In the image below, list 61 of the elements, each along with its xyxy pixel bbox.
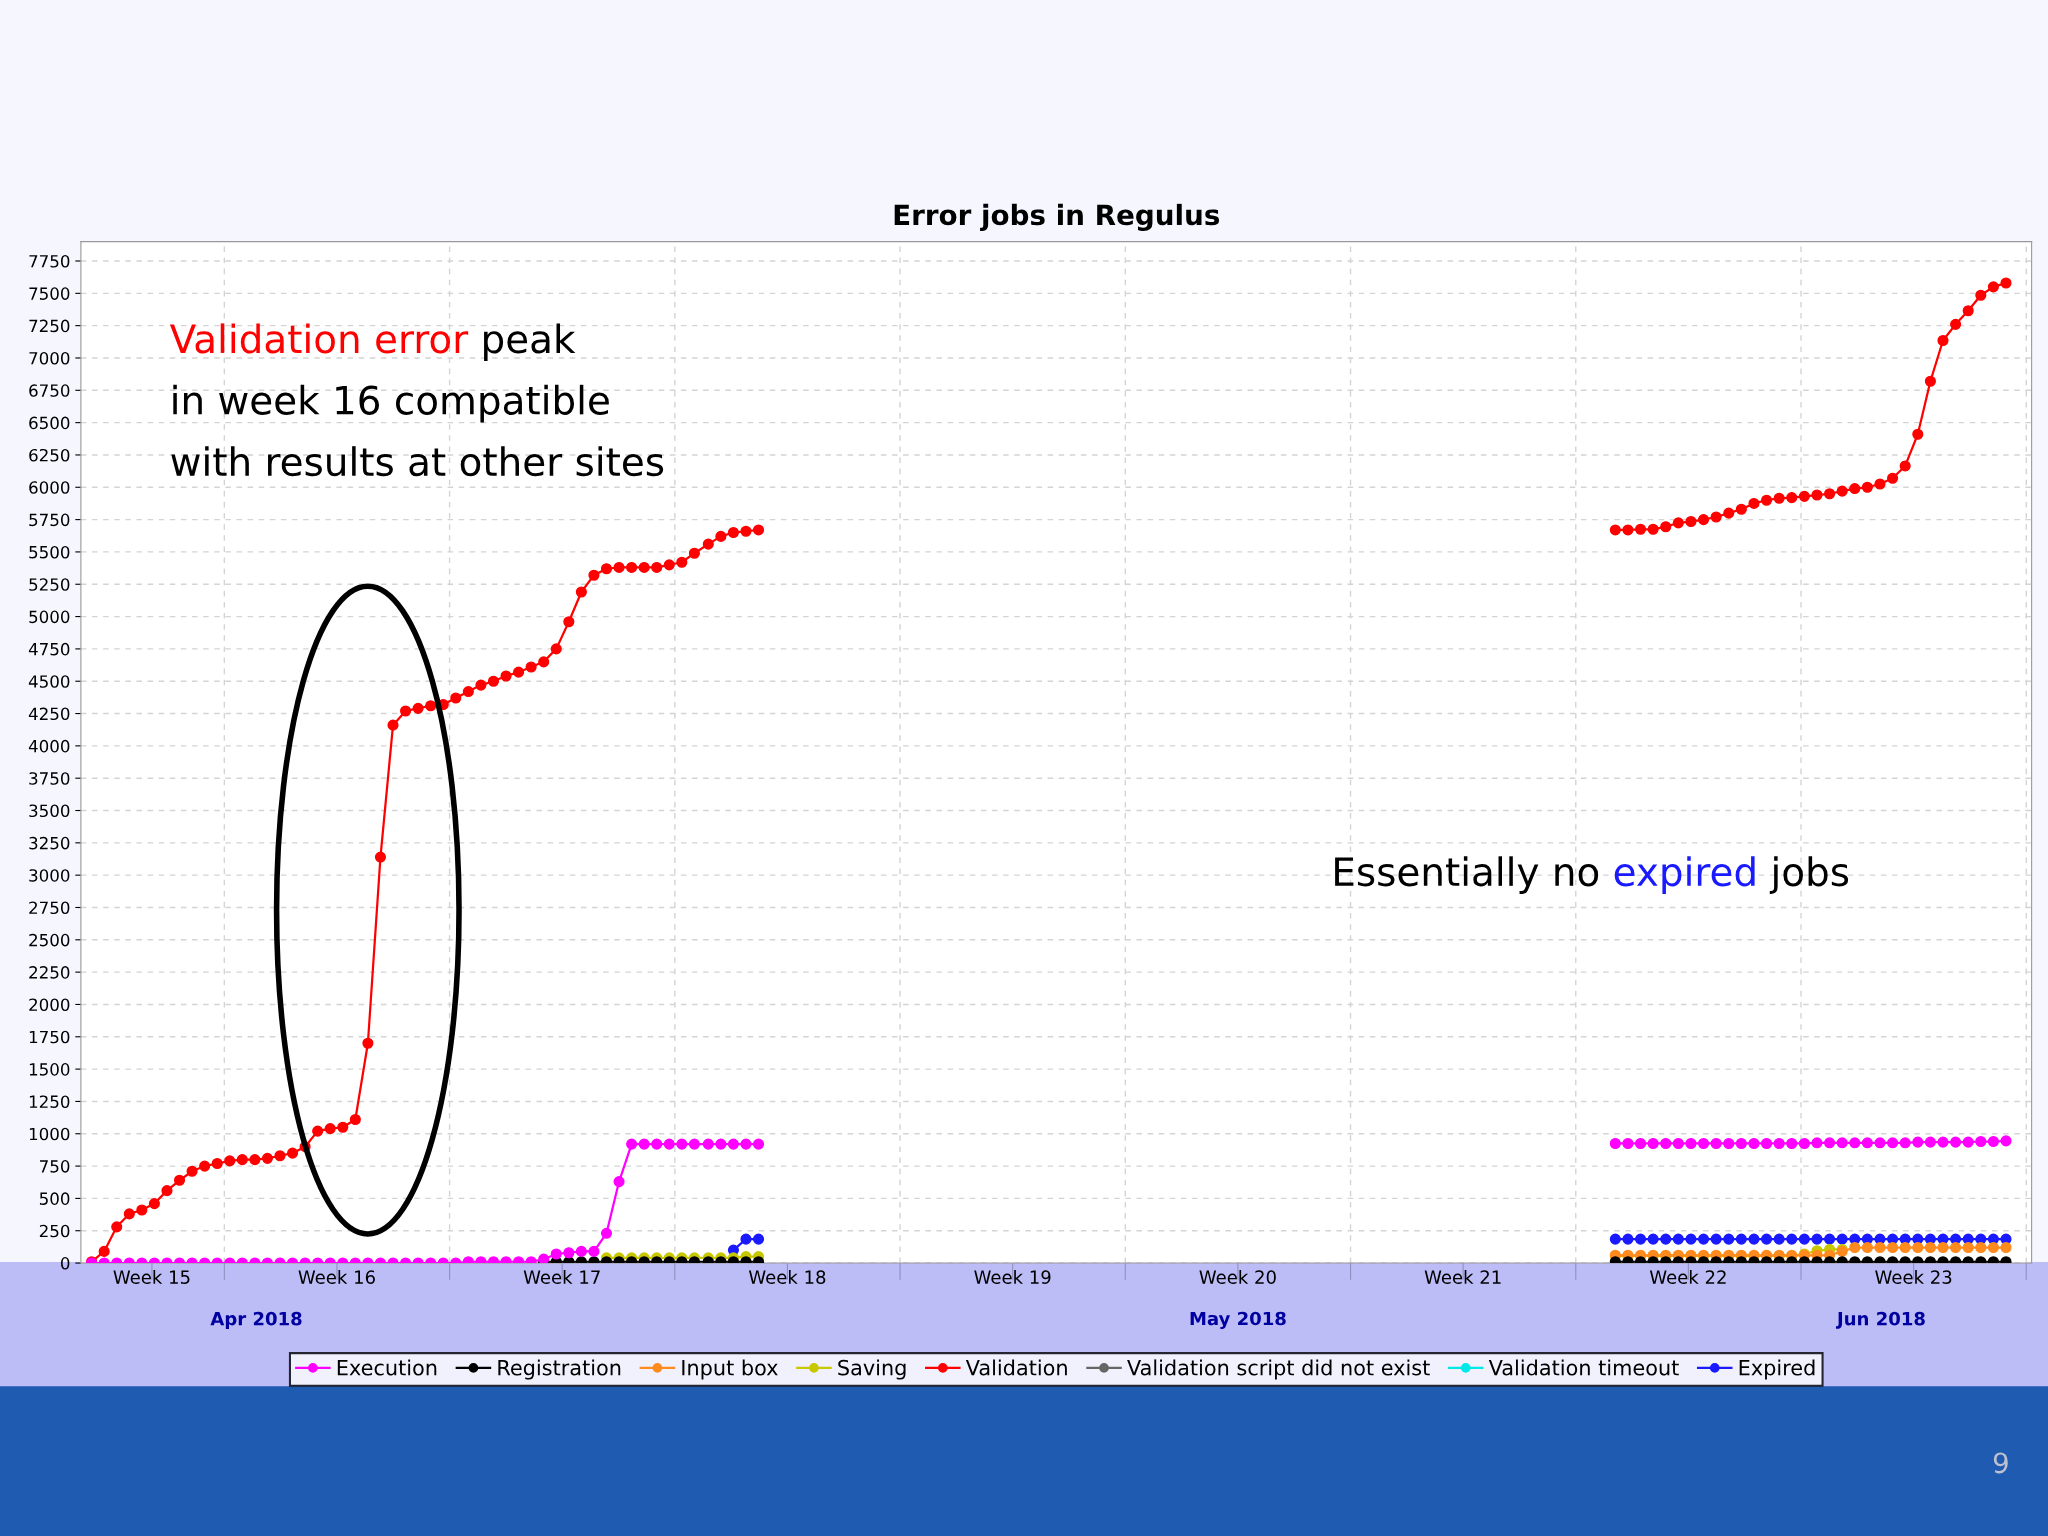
y-tick-label: 2000 [29,998,70,1012]
y-tick-label: 4000 [28,739,70,753]
annotation: Validation error [169,323,469,354]
y-tick-label: 1250 [29,1095,70,1108]
x-tick-label: Week 22 [1649,1270,1726,1284]
x-tick-label: Week 19 [974,1270,1051,1284]
x-tick-label: Week 16 [298,1270,375,1284]
x-tick-label: Week 20 [1199,1270,1276,1284]
y-tick-label: 750 [40,1160,70,1173]
y-tick-label: 1000 [29,1127,70,1141]
annotation: expired [1614,856,1755,894]
y-tick-label: 4500 [28,675,70,688]
legend-label: Registration [498,1359,621,1380]
x2-tick-label: Jun 2018 [1835,1311,1925,1329]
legend-label: Expired [1739,1359,1815,1380]
y-tick-label: 7500 [29,287,70,300]
y-tick-label: 250 [39,1224,70,1238]
y-tick-label: 5250 [29,578,70,591]
y-tick-label: 2500 [29,933,70,947]
y-tick-label: 1750 [29,1030,70,1044]
x-tick-label: Week 23 [1875,1270,1952,1284]
x2-tick-label: May 2018 [1190,1311,1286,1329]
y-tick-label: 6500 [29,416,70,430]
text: 9 [1993,1452,2008,1474]
annotation: with results at other sites [171,446,664,477]
y-tick-label: 6250 [29,448,70,462]
x-tick-label: Week 21 [1424,1270,1501,1284]
legend-label: Execution [337,1359,437,1376]
legend-label: Input box [682,1359,778,1380]
y-tick-label: 6750 [29,384,70,397]
y-tick-label: 7000 [29,351,70,365]
annotation: jobs [1769,856,1849,894]
y-tick-label: 4250 [28,707,70,721]
annotation: in week 16 compatible [173,384,609,423]
annotation: Essentially no [1335,856,1599,894]
x2-tick-label: Apr 2018 [210,1311,302,1329]
y-tick-label: 2750 [29,901,70,915]
legend-label: Validation script did not exist [1127,1359,1430,1380]
y-tick-label: 3000 [29,869,70,882]
chart-title: Error jobs in Regulus [894,203,1220,231]
y-tick-label: 0 [60,1257,70,1270]
y-tick-label: 2250 [29,966,70,979]
y-tick-label: 6000 [29,481,70,494]
legend-label: Validation [965,1359,1067,1376]
y-tick-label: 1500 [29,1063,70,1076]
y-tick-label: 5500 [29,545,70,559]
y-tick-label: 4750 [28,642,70,656]
y-tick-label: 3250 [29,836,70,850]
legend-label: Saving [838,1359,906,1380]
x-tick-label: Week 18 [748,1270,826,1284]
y-tick-label: 5000 [29,610,70,624]
y-tick-label: 500 [39,1192,70,1205]
y-tick-label: 3750 [29,772,70,785]
y-tick-label: 5750 [29,513,70,527]
legend-label: Validation timeout [1488,1359,1679,1376]
x-tick-label: Week 17 [523,1270,600,1284]
y-tick-label: 7250 [29,319,70,333]
x-tick-label: Week 15 [113,1270,190,1284]
annotation: peak [484,323,576,362]
y-tick-label: 3500 [29,804,70,818]
y-tick-label: 7750 [29,254,70,268]
